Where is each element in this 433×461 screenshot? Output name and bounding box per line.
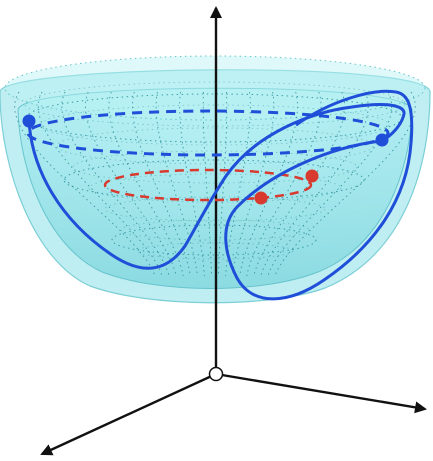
wireframe-ring [136, 242, 294, 260]
wireframe-meridian [274, 91, 416, 277]
lower-red-point [254, 191, 268, 205]
origin-point [208, 366, 224, 382]
wireframe-ring [40, 104, 390, 146]
wireframe-ring [72, 150, 358, 184]
wireframe-meridian [38, 91, 163, 277]
trajectory-layer [26, 89, 414, 301]
left-axis [40, 372, 217, 456]
wireframe-meridian [202, 91, 212, 277]
lower-grid-ring [111, 224, 317, 256]
wireframe-meridian [267, 91, 392, 277]
wireframe-meridian [14, 91, 156, 277]
mid-grid-ring [63, 159, 365, 201]
blue-left-lobe [27, 103, 406, 270]
wireframe-meridian [246, 91, 322, 277]
blue-right-lobe [224, 89, 414, 301]
blue-dashed-orbit [26, 109, 390, 157]
marked-points [22, 114, 389, 382]
wireframe-meridian [179, 91, 205, 277]
red-dashed-orbit [103, 168, 313, 202]
wireframe-meridian [61, 91, 170, 277]
wireframe-meridian [218, 91, 228, 277]
wireframe-meridian [260, 91, 369, 277]
right-axis [215, 372, 427, 414]
right-blue-point [375, 133, 389, 147]
right-red-point [305, 169, 319, 183]
left-blue-point [22, 114, 36, 128]
